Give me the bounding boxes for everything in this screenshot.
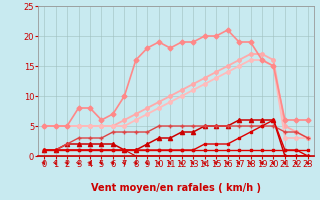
X-axis label: Vent moyen/en rafales ( km/h ): Vent moyen/en rafales ( km/h ) (91, 183, 261, 193)
